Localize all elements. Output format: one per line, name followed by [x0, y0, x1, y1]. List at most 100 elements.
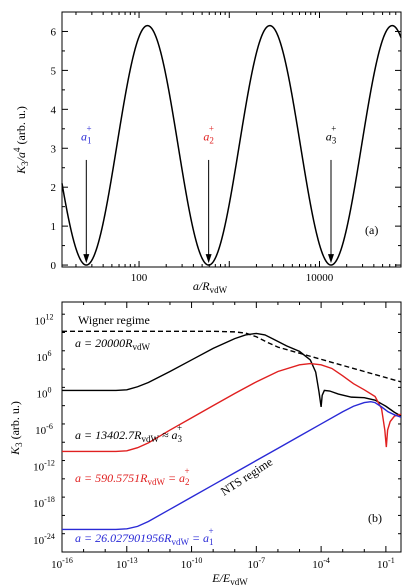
panel-a-xlabel-sub: vdW [210, 285, 228, 295]
annotation-a: a [203, 129, 209, 143]
panel-a-annotation: a1 + [81, 123, 92, 145]
panel-b-xtick-label: 10-4 [312, 556, 330, 571]
annotation-text: a = 590.5751R [75, 471, 148, 485]
panel-a-xtick-label: 100 [131, 272, 148, 284]
tick-base: 10 [116, 559, 128, 571]
annotation-tail-sub: 1 [209, 537, 214, 547]
panel-a-annotation: a2 + [203, 123, 214, 145]
annotation-text: a = 13402.7R [75, 428, 142, 442]
tick-exp: -12 [44, 459, 55, 468]
panel-a-annotation: a3 + [326, 123, 337, 145]
panel-b-ytick-label: 10-12 [33, 459, 55, 474]
tick-base: 10 [51, 559, 63, 571]
panel-b-ticks: 10-16 10-13 10-10 10-7 10-4 10-1101210610010-… [33, 302, 401, 571]
annotation-tail-sub: 3 [178, 434, 183, 444]
tick-base: 10 [377, 559, 389, 571]
tick-base: 10 [247, 559, 259, 571]
panel-b-xlabel-main: E/E [211, 571, 231, 585]
tick-exp: -6 [46, 422, 53, 431]
panel-b-ytick-label: 1012 [35, 312, 54, 327]
annotation-sup: + [87, 123, 92, 133]
annotation-text: a = 20000R [75, 336, 133, 350]
tick-base: 10 [35, 425, 47, 437]
panel-b-xtick-label: 10-1 [377, 556, 395, 571]
panel-b-ylabel: K3 (arb. u.) [8, 401, 24, 456]
annotation-a: a [81, 129, 87, 143]
panel-b-xtick-label: 10-16 [51, 556, 73, 571]
annotation-a: a [326, 129, 332, 143]
tick-exp: -13 [127, 556, 138, 565]
panel-b-frame [61, 301, 402, 553]
panel-a-annotations: a1+a2+a3+ [81, 123, 337, 264]
tick-base: 10 [35, 315, 47, 327]
panel-b-series-1 [62, 332, 402, 417]
panel-a-ylabel-mid: /a [14, 152, 28, 162]
panel-a-ylabel-k-sub: 3 [20, 161, 30, 166]
tick-exp: 6 [48, 349, 52, 358]
annotation-tail: = a [165, 471, 185, 485]
panel-a-arrow-head [327, 254, 334, 264]
panel-a-ylabel: K3/a4 (arb. u.) [12, 106, 30, 175]
panel-b-curves [62, 330, 402, 531]
panel-b-series-3 [62, 400, 402, 531]
panel-b-xtick-label: 10-13 [116, 556, 138, 571]
panel-b-ytick-label: 106 [37, 349, 52, 364]
tick-exp: 0 [48, 385, 52, 394]
tick-exp: -18 [44, 495, 55, 504]
panel-a-ytick-label: 5 [51, 65, 57, 77]
panel-b-annotation-0: Wigner regime [78, 313, 150, 327]
annotation-tail-sup: + [185, 466, 190, 476]
panel-a-ytick-label: 4 [51, 104, 57, 116]
panel-a-ylabel-sup: 4 [12, 147, 22, 152]
tick-base: 10 [33, 498, 45, 510]
panel-b-ytick-label: 100 [37, 385, 52, 400]
tick-exp: -10 [192, 556, 203, 565]
annotation-text: a = 26.027901956R [75, 531, 172, 545]
annotation-sub: 2 [209, 135, 214, 145]
annotation-tail-sup: + [177, 423, 182, 433]
panel-b-ylabel-tail: (arb. u.) [8, 401, 22, 442]
annotation-tail: = a [189, 531, 209, 545]
panel-a-curve [61, 24, 402, 266]
panel-a-ylabel-tail: (arb. u.) [14, 106, 28, 147]
panel-b-ylabel-k: K [8, 446, 22, 456]
annotation-tail-sub: 2 [185, 477, 190, 487]
tick-exp: -16 [62, 556, 73, 565]
annotation-sup: + [209, 123, 214, 133]
tick-base: 10 [181, 559, 193, 571]
panel-a-xtick-label: 10000 [306, 272, 334, 284]
tick-base: 10 [312, 559, 324, 571]
panel-b-ylabel-k-sub: 3 [14, 442, 24, 447]
annotation-sup: + [331, 123, 336, 133]
tick-base: 10 [33, 462, 45, 474]
panel-a-arrow-head [83, 254, 90, 264]
panel-a-ytick-label: 0 [51, 260, 57, 272]
tick-exp: -7 [258, 556, 265, 565]
panel-b-label: (b) [368, 511, 382, 525]
panel-a-frame [61, 11, 402, 268]
tick-exp: -1 [388, 556, 395, 565]
panel-a-xlabel: a/RvdW [193, 279, 228, 295]
tick-base: 10 [37, 388, 49, 400]
annotation-sub: vdW [171, 537, 189, 547]
annotation-sub: 3 [332, 135, 337, 145]
panel-a-label: (a) [365, 223, 378, 237]
panel-a-xlabel-main: a/R [193, 279, 210, 293]
tick-exp: -4 [323, 556, 330, 565]
panel-a-ticks: 0 1 2 3 4 5 6 100 10000 [51, 12, 402, 284]
annotation-tail: ≈ a [159, 428, 178, 442]
panel-b-ytick-label: 10-6 [35, 422, 53, 437]
panel-b-series-2 [62, 362, 402, 453]
panel-b-annotation-5: a = 26.027901956RvdW = a1+ [75, 526, 214, 547]
panel-b: 10-16 10-13 10-10 10-7 10-4 10-1101210610010-… [8, 301, 402, 587]
annotation-sub: vdW [132, 342, 150, 352]
panel-b-xtick-label: 10-7 [247, 556, 265, 571]
panel-b-annotation-1: a = 20000RvdW [75, 336, 150, 352]
panel-a-ytick-label: 1 [51, 221, 57, 233]
annotation-sub: vdW [141, 434, 159, 444]
annotation-sub: 1 [87, 135, 92, 145]
panel-b-ytick-label: 10-18 [33, 495, 55, 510]
